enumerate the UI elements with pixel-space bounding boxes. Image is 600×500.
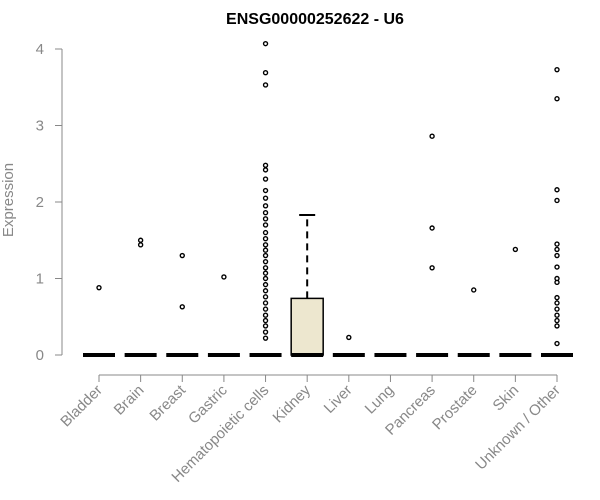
outlier-point [262,270,269,276]
box-liver [332,334,365,357]
x-tick-label: Liver [321,382,356,417]
outlier-point [262,167,269,173]
box-gastric [207,274,240,357]
outlier-point [554,187,560,193]
outlier-point [179,304,185,310]
outlier-point [262,281,269,288]
outlier-point [554,294,560,301]
box-kidney [290,214,324,357]
box-breast [166,252,199,357]
outlier-point [429,225,435,231]
box-body [290,297,324,356]
outlier-point [262,216,269,222]
outlier-point [554,246,560,253]
y-tick-label: 2 [36,194,44,211]
chart-title: ENSG00000252622 - U6 [226,11,404,28]
outlier-point [262,323,269,329]
outlier-point [554,317,560,324]
outlier-point [346,334,352,341]
outlier-point [554,323,560,329]
outlier-point [96,284,102,291]
box-unknown-other [541,66,573,357]
outlier-point [262,300,269,306]
outlier-point [554,275,560,282]
outlier-point [429,133,435,139]
y-axis-label: Expression [0,163,17,237]
x-tick-label: Breast [146,381,189,424]
outlier-point [262,252,269,259]
outlier-point [262,187,269,194]
box-skin [499,246,532,357]
outlier-point [554,300,560,306]
outlier-point [554,241,560,247]
plot-area [83,40,573,357]
outlier-point [554,197,560,204]
outlier-point [221,274,227,280]
outlier-point [262,317,269,324]
outlier-point [512,246,519,253]
x-tick-label: Skin [490,382,523,415]
outlier-point [554,312,560,318]
box-hematopoietic-cells [249,40,282,357]
x-tick-label: Prostate [429,382,481,434]
outlier-point [262,210,269,216]
outlier-point [262,294,269,300]
outlier-point [262,312,269,318]
outlier-point [262,162,269,168]
outlier-point [262,40,269,47]
outlier-point [262,288,269,294]
outlier-point [554,96,560,102]
outlier-point [262,265,269,271]
outlier-point [429,265,435,271]
outlier-point [262,275,269,282]
outlier-point [262,236,269,242]
outlier-point [137,237,144,243]
outlier-point [554,306,560,312]
outlier-point [262,247,269,253]
box-bladder [83,284,115,357]
outlier-point [262,306,269,312]
outlier-point [554,252,560,259]
outlier-point [262,195,269,201]
outlier-point [137,242,144,248]
outlier-point [262,258,269,265]
box-prostate [457,287,490,357]
outlier-point [471,287,477,293]
outlier-point [262,82,269,88]
y-axis: 0 1 2 3 4 [36,41,63,364]
x-tick-label: Lung [362,382,398,418]
box-brain [124,237,157,357]
outlier-point [262,335,269,341]
x-tick-label: Kidney [270,381,315,426]
outlier-point [262,203,269,209]
outlier-point [262,222,269,228]
outlier-point [554,264,560,270]
outlier-point [262,70,269,76]
y-tick-label: 0 [36,347,44,364]
y-tick-label: 1 [36,271,44,288]
y-tick-label: 4 [36,41,44,58]
outlier-point [554,340,560,347]
box-pancreas [416,133,449,357]
x-tick-label: Bladder [57,382,106,431]
outlier-point [554,66,560,73]
outlier-point [262,229,269,236]
y-tick-label: 3 [36,118,44,135]
outlier-point [262,176,269,182]
outlier-point [179,252,185,259]
outlier-point [262,242,269,248]
outlier-point [262,329,269,335]
x-tick-label: Brain [111,382,148,419]
